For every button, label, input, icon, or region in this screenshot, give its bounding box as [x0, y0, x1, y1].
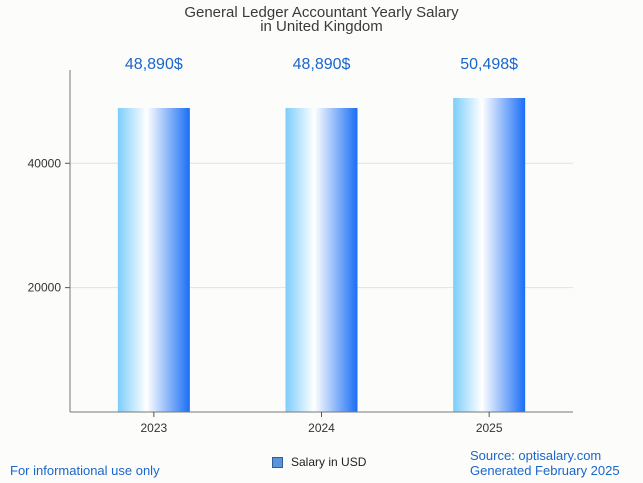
generated-note: Generated February 2025 [470, 463, 620, 478]
bar-2024 [285, 107, 358, 412]
bar-2023 [117, 107, 190, 412]
source-note: Source: optisalary.com [470, 448, 602, 463]
value-label-2024: 48,890$ [293, 56, 351, 73]
legend-label: Salary in USD [291, 455, 367, 469]
legend: Salary in USD [272, 455, 366, 469]
y-tick-label-40000: 40000 [28, 156, 62, 170]
bar-2025 [453, 97, 526, 412]
legend-swatch [272, 456, 283, 468]
x-tick-label-2025: 2025 [476, 421, 503, 435]
y-tick-label-20000: 20000 [28, 281, 62, 295]
x-tick-label-2023: 2023 [140, 421, 167, 435]
info-note: For informational use only [10, 463, 160, 478]
chart-title: General Ledger Accountant Yearly Salary [184, 4, 459, 21]
value-label-2023: 48,890$ [125, 56, 183, 73]
value-label-2025: 50,498$ [460, 56, 518, 73]
chart-subtitle: in United Kingdom [260, 18, 383, 35]
x-tick-label-2024: 2024 [308, 421, 335, 435]
